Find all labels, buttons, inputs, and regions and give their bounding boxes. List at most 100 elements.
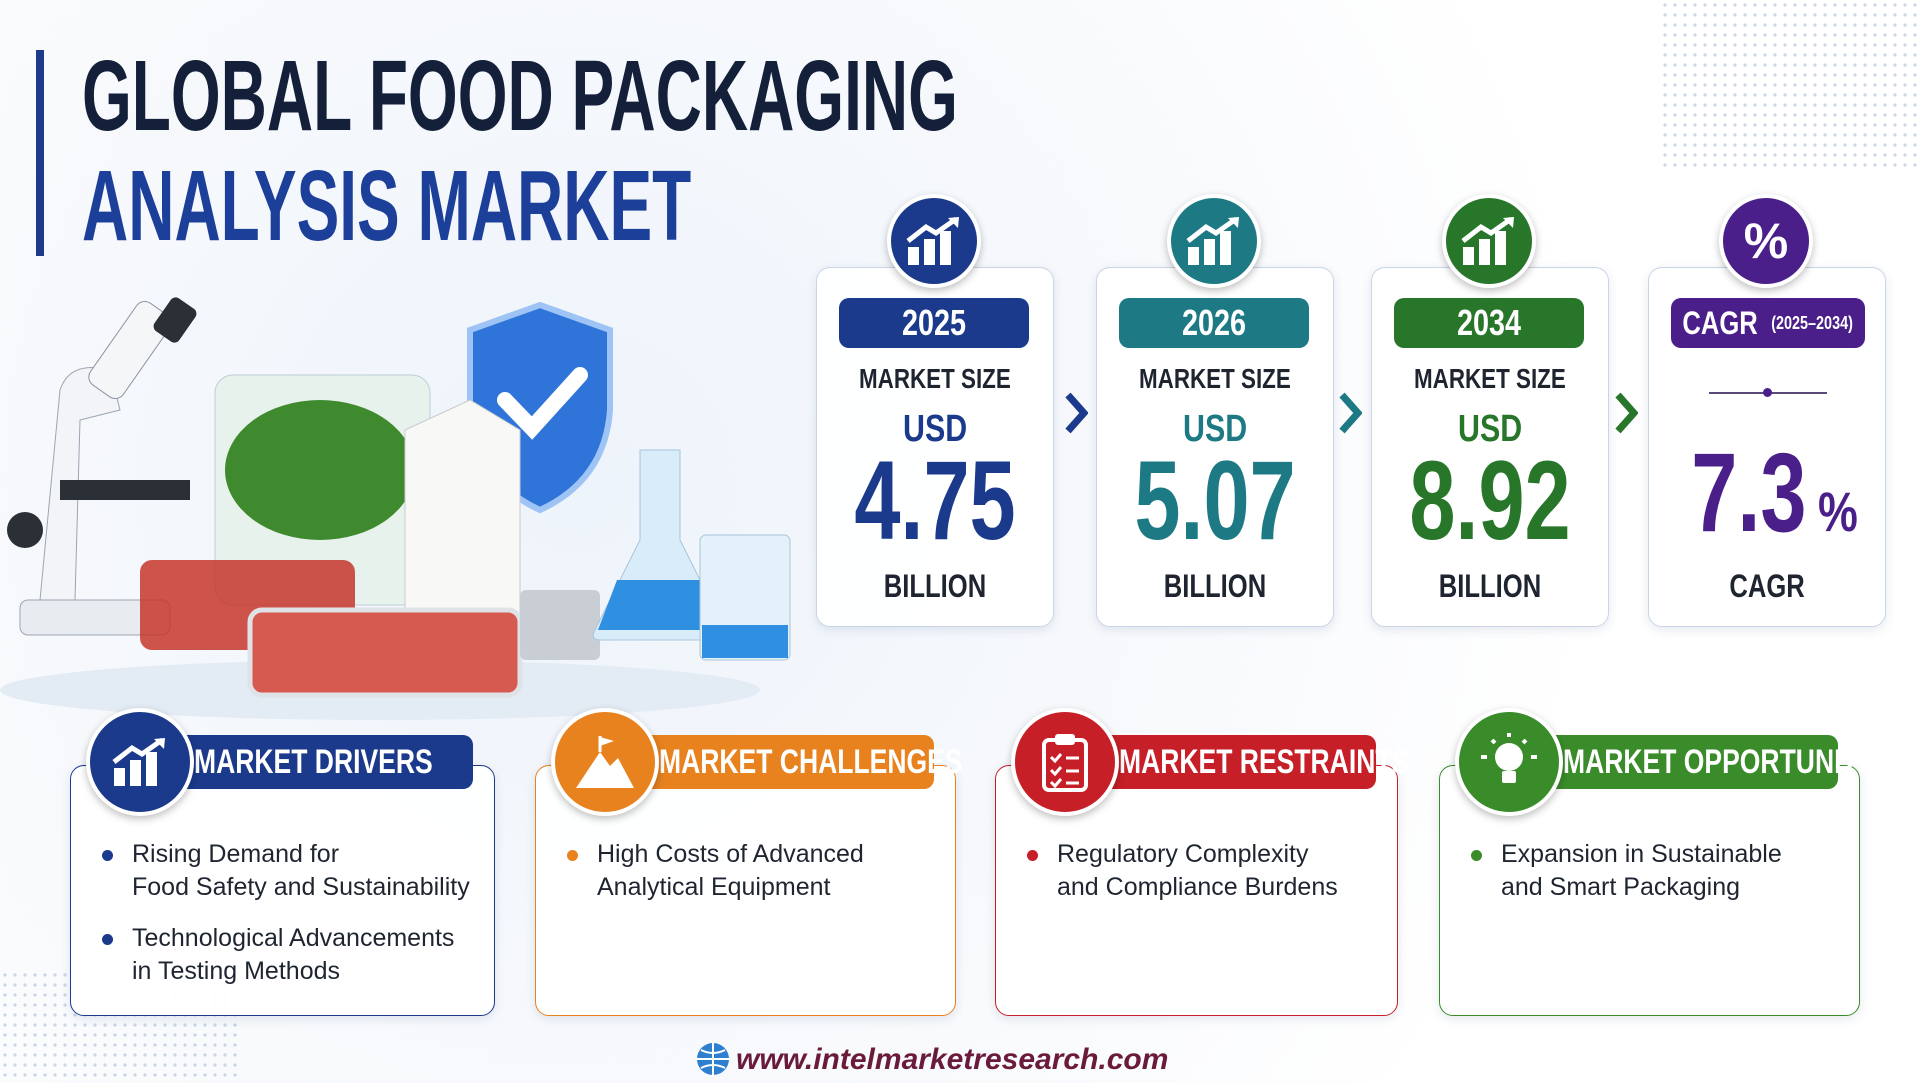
currency-text: USD: [1182, 408, 1248, 450]
path-shape: [1481, 733, 1537, 759]
section-pill: MARKET DRIVERS: [150, 735, 473, 789]
path-shape: [497, 367, 588, 440]
rect-shape: [153, 297, 197, 343]
globe: [697, 1043, 729, 1075]
bullet-text: Regulatory Complexity: [1057, 840, 1309, 868]
bullet-text: Expansion in Sustainable: [1501, 840, 1782, 868]
path-shape: [906, 216, 958, 243]
chart-icon: [906, 216, 959, 265]
milk-carton: [404, 399, 521, 621]
year-pill: 2026: [1119, 298, 1309, 348]
rect-shape: [146, 752, 157, 786]
label: MARKET SIZE: [1097, 363, 1333, 395]
value: 8.92: [1372, 436, 1608, 566]
value-text: 4.75: [854, 438, 1016, 563]
bullet-text: and Smart Packaging: [1501, 873, 1741, 901]
illustration: [0, 297, 791, 720]
arrow: [1065, 392, 1088, 434]
rect-shape: [1042, 738, 1088, 792]
rect-shape: [1204, 239, 1215, 265]
bullet-text: Rising Demand for: [132, 840, 340, 868]
rect-shape: [908, 247, 919, 265]
cagr-period: (2025–2034): [1771, 312, 1853, 333]
rect-shape: [130, 760, 141, 786]
year: 2034: [1456, 302, 1522, 343]
stat-card: 2034 MARKET SIZE USD 8.92 BILLION: [1371, 267, 1609, 627]
unit-text: BILLION: [1163, 568, 1267, 604]
value-text: 8.92: [1409, 438, 1571, 563]
rect-shape: [924, 239, 935, 265]
section-pill: MARKET OPPORTUNITIES: [1519, 735, 1900, 789]
section-icon: [1455, 708, 1563, 816]
cagr-number: 7.3: [1691, 430, 1807, 555]
stat-card: 2025 MARKET SIZE USD 4.75 BILLION: [816, 267, 1054, 627]
bullet-dot: [1027, 850, 1038, 861]
icon-circle: [887, 194, 981, 288]
arrow: [1615, 392, 1638, 434]
meat-tray: [247, 607, 523, 698]
section-pill: MARKET CHALLENGES: [615, 735, 963, 789]
divider-dot: [1763, 388, 1772, 397]
rect-shape: [940, 231, 951, 265]
section-title: MARKET CHALLENGES: [659, 742, 963, 781]
year-pill: 2025: [839, 298, 1029, 348]
bullet-text: Technological Advancements: [132, 924, 455, 952]
section-icon: [551, 708, 659, 816]
rect-shape: [1479, 239, 1490, 265]
rect-shape: [1463, 247, 1474, 265]
path-shape: [1461, 216, 1513, 243]
title: ANALYSIS MARKET: [82, 150, 692, 262]
path-shape: [39, 367, 121, 601]
footer-url[interactable]: www.intelmarketresearch.com: [736, 1043, 1169, 1076]
bullet-dot: [1471, 850, 1482, 861]
unit: BILLION: [817, 568, 1053, 605]
value: 5.07: [1097, 436, 1333, 566]
path-shape: [576, 752, 634, 788]
bullet-text: and Compliance Burdens: [1057, 873, 1338, 901]
circle-shape: [1495, 743, 1523, 771]
label: MARKET SIZE: [1372, 363, 1608, 395]
currency: USD: [1097, 408, 1333, 451]
arrow: [1339, 392, 1362, 434]
icon-circle: [1167, 194, 1261, 288]
path-shape: [1066, 756, 1079, 785]
label-text: MARKET SIZE: [1139, 363, 1291, 394]
label: MARKET SIZE: [817, 363, 1053, 395]
rect-shape: [1220, 231, 1231, 265]
unit-text: BILLION: [883, 568, 987, 604]
section-pill: MARKET RESTRAINTS: [1075, 735, 1409, 789]
cagr-value: 7.3%: [1649, 428, 1885, 592]
globe-lines: [697, 1043, 729, 1075]
cagr-label: CAGR: [1649, 568, 1885, 605]
can: [520, 590, 600, 660]
mountain-icon: [576, 736, 634, 788]
lettuce: [225, 400, 415, 540]
cagr-suffix: %: [1817, 480, 1858, 543]
path-shape: [154, 738, 165, 749]
icon-circle: %: [1719, 194, 1813, 288]
clipboard-icon: [1042, 734, 1088, 792]
year: 2025: [901, 302, 967, 343]
rect-shape: [1055, 734, 1075, 745]
beaker-liquid: [702, 625, 788, 658]
path-shape: [1186, 216, 1238, 243]
title: GLOBAL FOOD PACKAGING: [82, 40, 958, 152]
currency-text: USD: [1457, 408, 1523, 450]
cagr-label-text: CAGR: [1729, 568, 1805, 604]
bullet-text: Analytical Equipment: [597, 873, 831, 901]
section-icon: [86, 708, 194, 816]
section-title: MARKET RESTRAINTS: [1119, 742, 1410, 781]
rect-shape: [1188, 247, 1199, 265]
arrow-path: [1615, 392, 1638, 434]
section-title: MARKET OPPORTUNITIES: [1563, 742, 1901, 781]
section-title: MARKET DRIVERS: [194, 742, 433, 781]
bullet-dot: [102, 934, 113, 945]
path-shape: [1049, 753, 1063, 789]
circle-shape: [7, 512, 43, 548]
bullet-text: High Costs of Advanced: [597, 840, 864, 868]
rect-shape: [60, 480, 190, 500]
path-shape: [1228, 217, 1239, 228]
rect-shape: [1502, 771, 1516, 783]
value-text: 5.07: [1134, 438, 1296, 563]
